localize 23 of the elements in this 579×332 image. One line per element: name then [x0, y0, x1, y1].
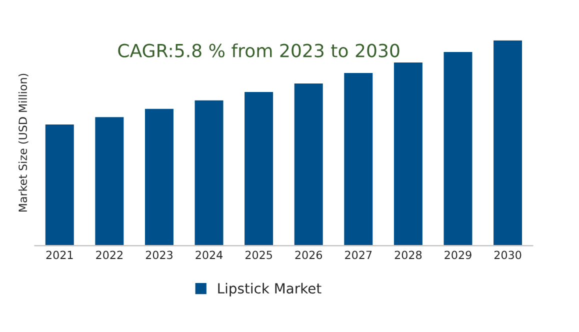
- bar: [442, 50, 474, 246]
- x-tick-label: 2021: [46, 250, 73, 260]
- bar: [44, 123, 76, 246]
- bar: [292, 82, 324, 246]
- x-tick-label: 2024: [196, 250, 223, 260]
- x-tick-label: 2027: [345, 250, 372, 260]
- bar: [193, 99, 225, 246]
- x-tick-label: 2030: [494, 250, 522, 260]
- bar: [243, 90, 274, 246]
- x-tick-label: 2022: [96, 250, 122, 260]
- legend-label: Lipstick Market: [218, 282, 322, 296]
- x-tick-label: 2029: [444, 250, 472, 260]
- x-tick-label: 2023: [146, 250, 172, 260]
- x-tick-label: 2026: [295, 250, 322, 260]
- bar: [94, 116, 126, 246]
- bar: [144, 107, 175, 246]
- bar: [342, 72, 374, 246]
- x-tick-label: 2028: [394, 250, 422, 260]
- annotation: CAGR:5.8 % from 2023 to 2030: [118, 43, 400, 58]
- y-axis-title: Market Size (USD Million): [18, 74, 28, 212]
- x-tick-label: 2025: [245, 250, 272, 260]
- bar: [392, 61, 424, 246]
- bar: [492, 40, 524, 246]
